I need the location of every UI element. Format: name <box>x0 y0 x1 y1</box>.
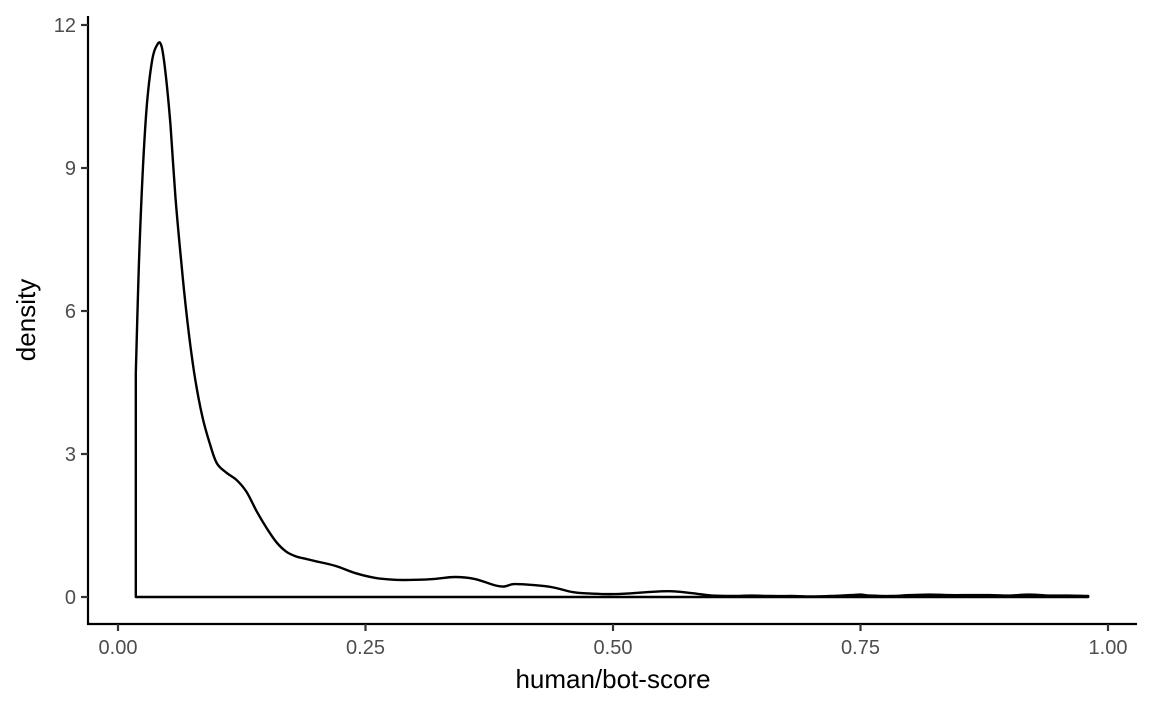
x-tick-label: 0.00 <box>99 637 138 659</box>
x-tick-label: 0.75 <box>841 637 880 659</box>
y-tick-label: 0 <box>65 587 76 609</box>
x-tick-label: 0.50 <box>594 637 633 659</box>
x-tick-label: 0.25 <box>346 637 385 659</box>
x-axis-title: human/bot-score <box>515 664 710 694</box>
x-tick-label: 1.00 <box>1089 637 1128 659</box>
density-curve <box>134 41 1090 599</box>
y-axis-title: density <box>11 279 41 361</box>
y-tick-label: 12 <box>54 15 76 37</box>
y-axis-ticks: 0 3 6 9 12 <box>54 15 88 609</box>
plot-area <box>134 41 1090 599</box>
y-tick-label: 3 <box>65 444 76 466</box>
y-tick-label: 9 <box>65 158 76 180</box>
x-axis-ticks: 0.00 0.25 0.50 0.75 1.00 <box>99 624 1128 659</box>
y-tick-label: 6 <box>65 301 76 323</box>
